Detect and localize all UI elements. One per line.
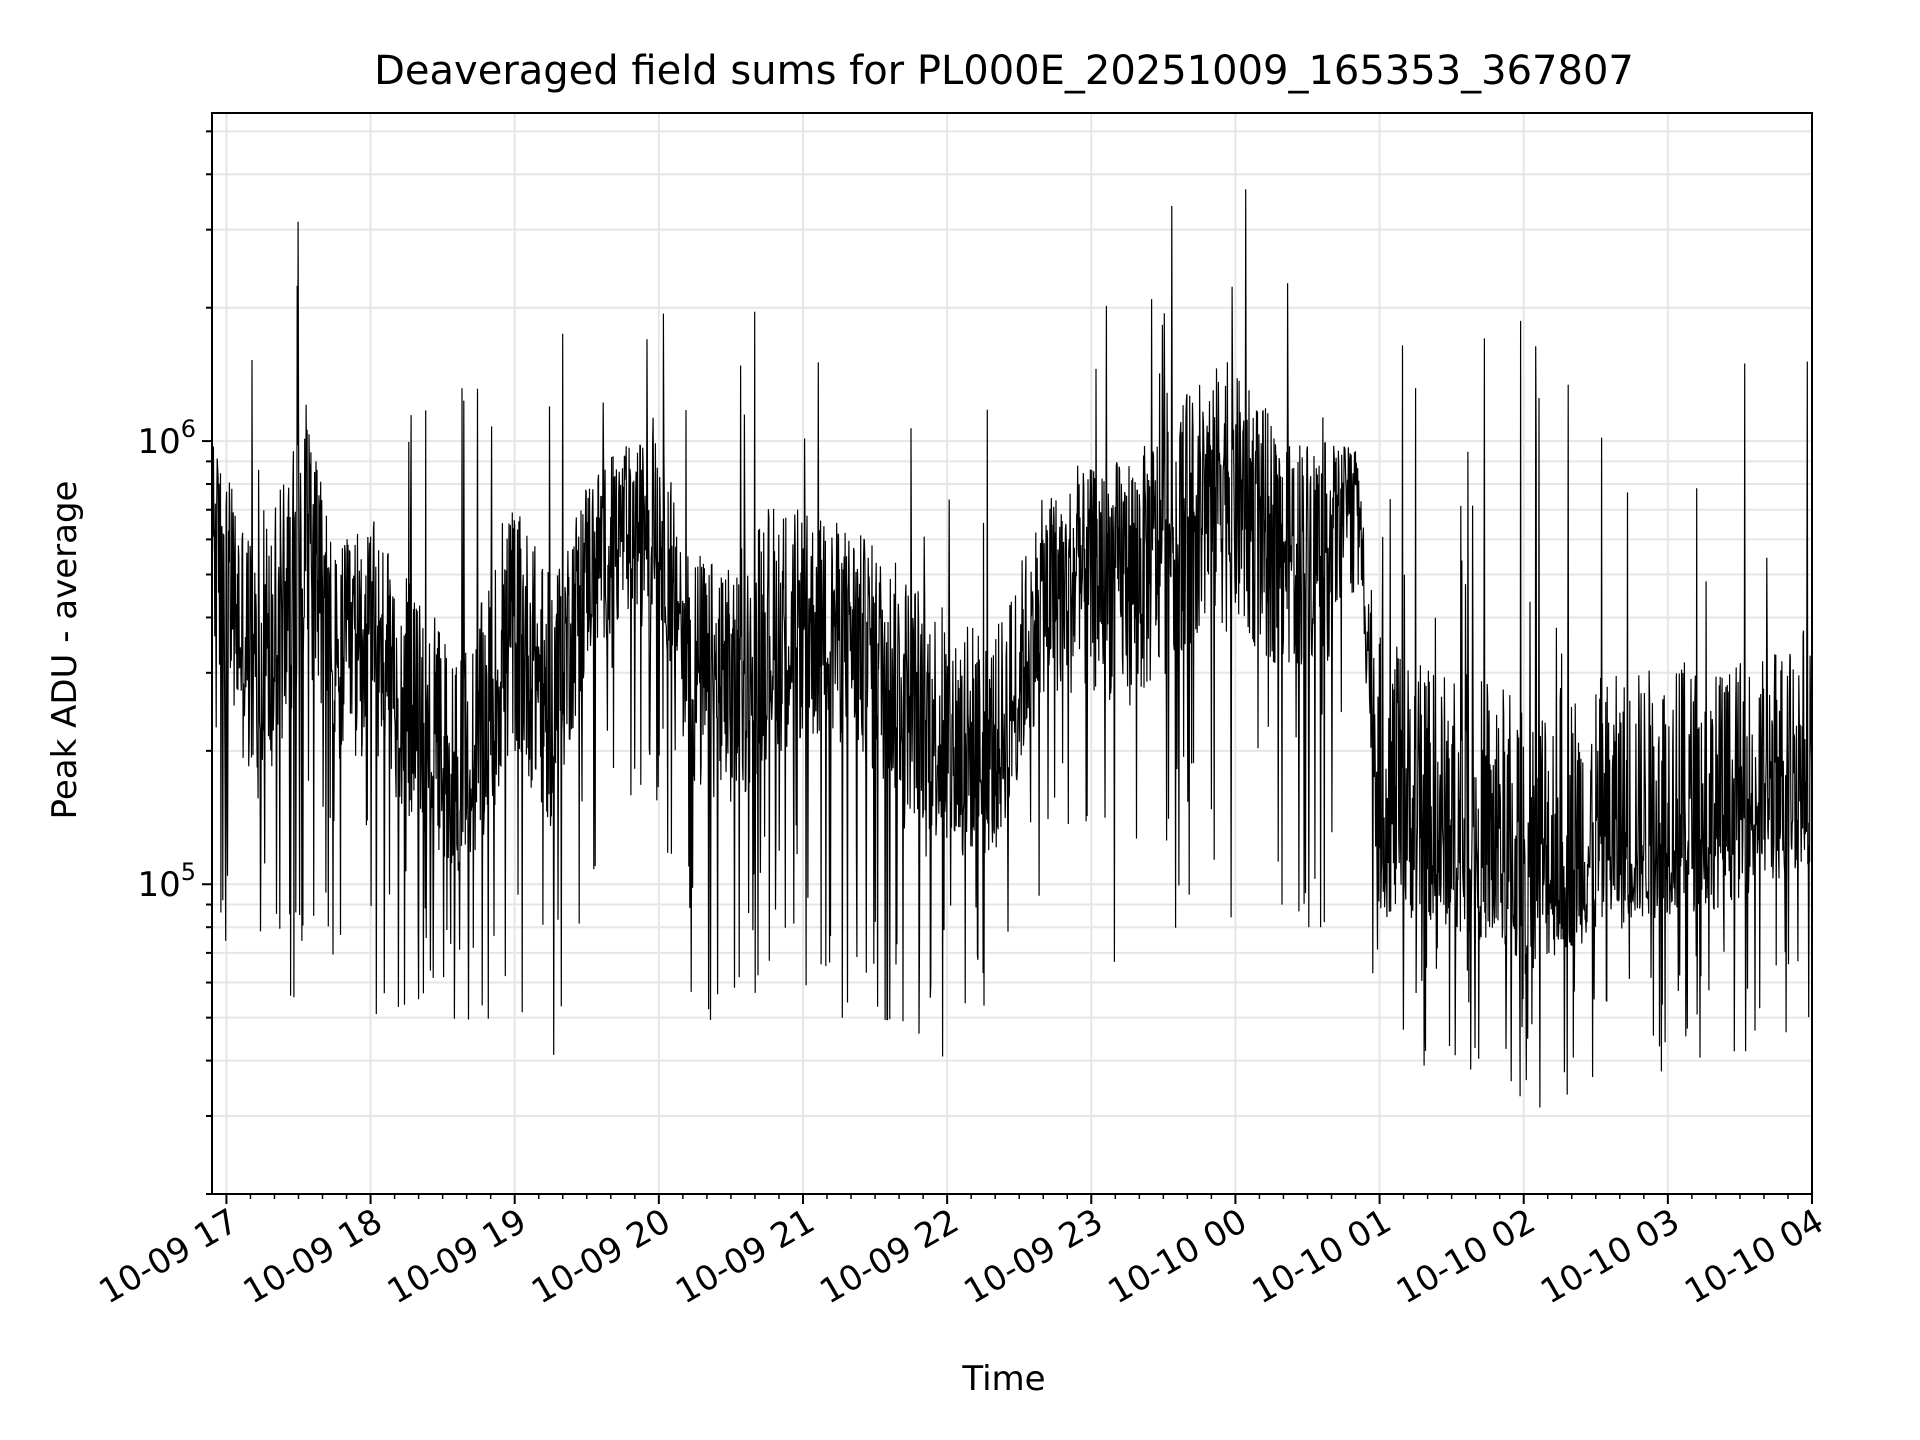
chart-title: Deaveraged field sums for PL000E_2025100… — [374, 48, 1634, 94]
x-axis-label: Time — [961, 1359, 1045, 1399]
y-axis: 105 106 — [137, 130, 212, 1195]
series-layer — [211, 189, 1813, 1108]
y-tick-label: 105 — [137, 858, 196, 905]
plot-frame — [211, 112, 1813, 1195]
data-series-line — [211, 189, 1813, 1108]
y-tick-label: 106 — [137, 415, 196, 462]
y-axis-label: Peak ADU - average — [45, 481, 85, 820]
